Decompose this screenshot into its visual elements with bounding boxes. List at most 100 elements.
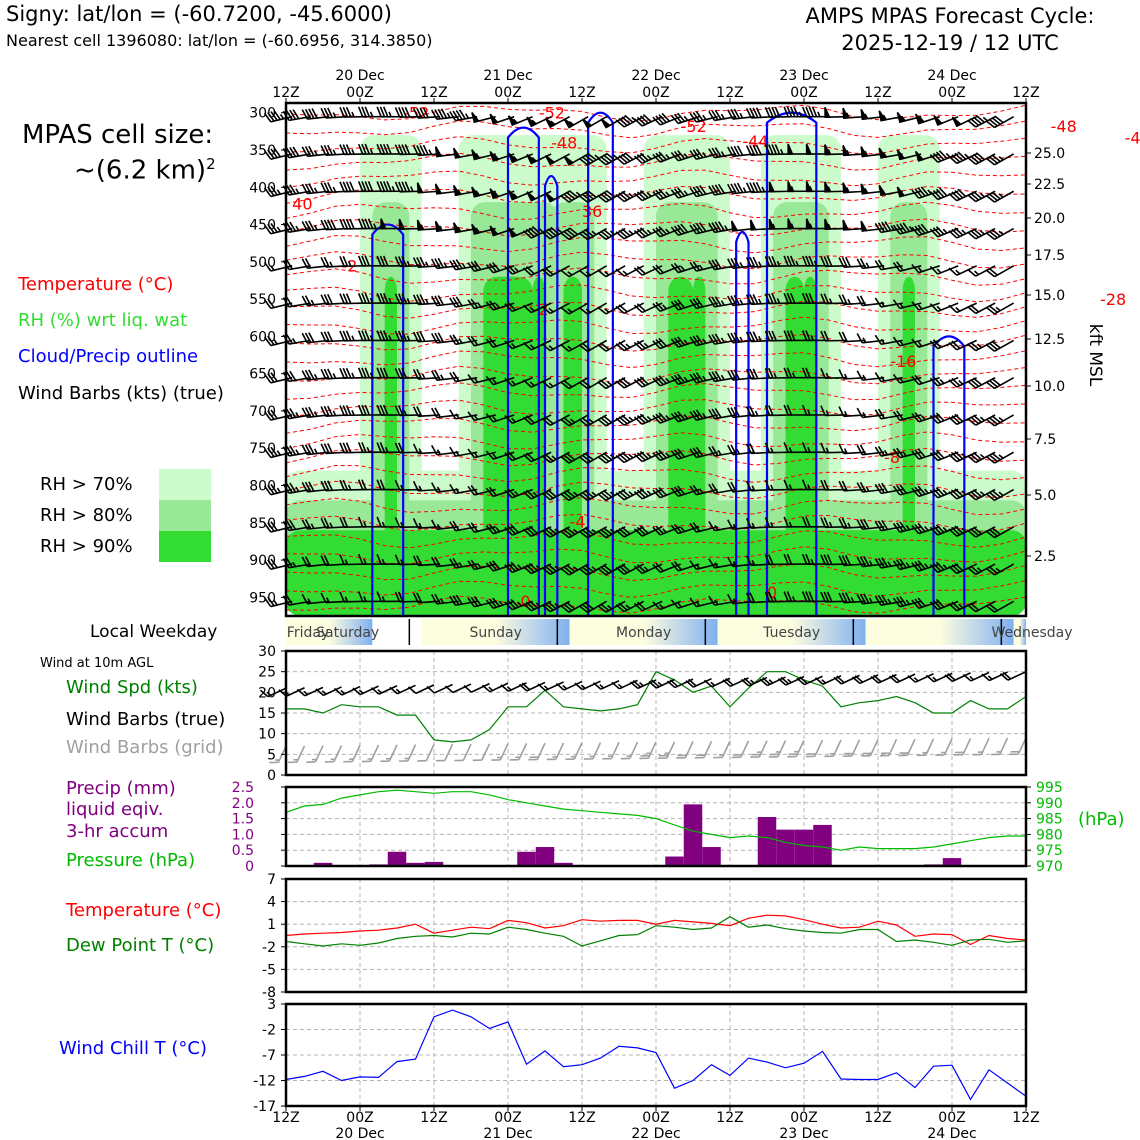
wind-barb [929,598,959,611]
wind-barb [670,448,700,460]
temperature-isotherm [285,284,1027,303]
wind-barb [967,376,996,389]
wind-barb [948,339,978,351]
wind-barb [522,376,552,388]
temperature-isotherm [285,316,1027,335]
bottom-time-tick: 00Z [346,1110,373,1126]
wind-barb [985,265,1015,278]
wind-barb-grid [842,739,861,757]
wind-barb [838,331,866,343]
wind-barb [670,373,700,386]
bottom-date-label: 22 Dec [631,1126,680,1140]
temperature-isotherm [285,464,1027,483]
wind-barb [783,106,811,118]
wind-barb [522,302,552,314]
wind-barb [689,484,718,496]
nearest-cell-subtitle: Nearest cell 1396080: lat/lon = (-60.695… [6,31,433,50]
wind-barb-grid [731,740,750,759]
wind-barb-grid [343,744,361,763]
top-time-tick: 12Z [1012,85,1039,101]
wind-barb-grid [509,743,528,761]
wind-barb [597,302,626,315]
wind-barb [578,339,608,353]
wind-barb [689,409,718,421]
wind-barb [856,370,885,381]
wind-barb [522,414,552,426]
wind-barb [929,376,959,387]
wind-barb [689,372,718,384]
wind-barb [522,525,552,537]
wind-barb-grid [676,741,694,759]
precip-bar [313,862,333,866]
wind-barb [689,446,718,459]
height-tick-label: 10.0 [1034,379,1065,395]
forecast-cycle-title-line2: 2025-12-19 / 12 UTC [841,31,1059,55]
wind-barb [597,152,626,166]
wind-barb [449,557,478,569]
wind-barb-true [888,673,916,684]
wind-barb [856,481,885,493]
wind-barb [985,376,1015,390]
temperature-contour-label: 0 [767,583,777,602]
wind-barb-grid [935,738,953,756]
precip-bar [665,856,684,866]
precip-bar [387,851,407,866]
wind-barb-grid [398,744,417,762]
bottom-time-tick: 12Z [568,1110,595,1126]
wind-barb [633,152,663,165]
wind-barb [652,600,681,611]
temperature-isotherm [285,497,1027,516]
wind-barb [985,600,1015,613]
wind-barb [948,450,978,463]
wind-barb-grid [435,743,454,762]
wind-barb [578,600,608,614]
temperature-isotherm [285,120,1027,139]
wind-barb [541,376,571,389]
wind-barb [522,451,552,463]
wind-barb [838,406,866,418]
rh90-region [286,530,1026,616]
top-date-label: 22 Dec [631,68,680,84]
precip-panel-frame [284,785,1028,868]
wind-barb [504,561,533,574]
wind-barb [485,337,515,349]
weekday-band [717,619,866,645]
weekday-band [1013,619,1026,645]
wind-barb [670,336,700,348]
wind-barb [670,187,700,199]
temperature-contour-label: -44 [742,132,768,151]
wind-barb-grid [528,742,546,761]
top-time-tick: 00Z [938,85,965,101]
wind-barb [522,225,552,239]
wind-barb [689,148,718,160]
wind-barb [449,109,478,122]
temperature-isotherm [285,235,1027,254]
pressure-tick-label: 850 [249,516,276,532]
wind-barb [708,333,737,345]
legend-rh70-swatch [159,469,211,500]
wind-barb [320,219,348,231]
wind-barb [929,487,959,499]
wind-barb [985,115,1015,129]
wind-barb [985,339,1015,352]
wind-tick-label: 25 [258,665,276,681]
wind-barb [670,149,700,162]
wind-barb [929,561,959,574]
top-time-tick: 12Z [864,85,891,101]
wind-barb-true [574,680,601,691]
top-date-label: 23 Dec [779,68,828,84]
precip-bar [424,861,444,866]
precip-tick-label: 1.5 [232,812,254,828]
wind-barb-true [555,680,583,691]
wind-barb-true [907,673,934,683]
wind-barb [860,220,885,232]
temperature-line [285,914,1027,946]
wind-barb-grid [972,737,990,756]
wind-barb [431,332,459,344]
temperature-contour-label: -8 [884,448,900,467]
temp-tick-label: -2 [262,940,276,956]
wind-barb [263,596,293,608]
dewpoint-label: Dew Point T (°C) [66,935,215,956]
wind-barb [985,227,1015,241]
wind-barb [874,297,903,308]
